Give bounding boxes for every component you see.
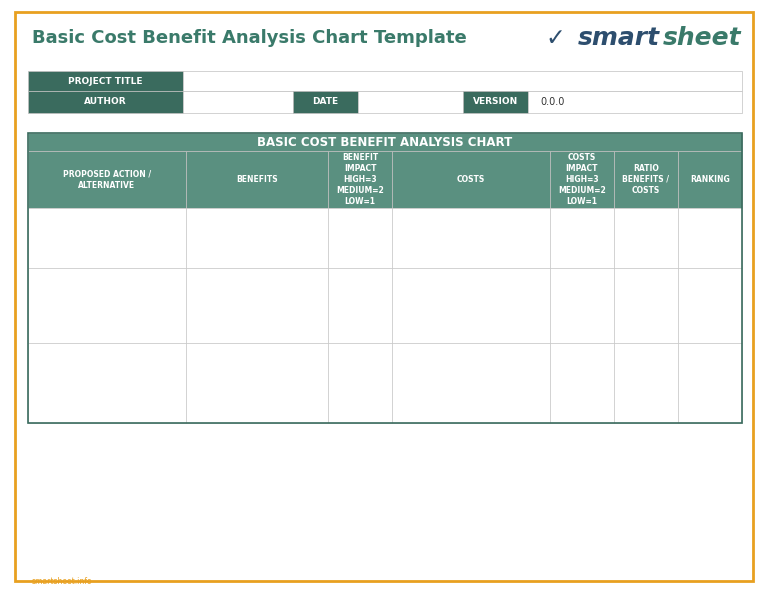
- Bar: [186, 151, 328, 208]
- Text: RANKING: RANKING: [690, 175, 730, 184]
- Bar: [186, 268, 328, 343]
- Text: AUTHOR: AUTHOR: [84, 97, 127, 107]
- Bar: [28, 151, 186, 208]
- Bar: [186, 208, 328, 268]
- Bar: [392, 151, 550, 208]
- Text: sheet: sheet: [663, 26, 742, 50]
- Bar: [463, 91, 528, 113]
- Bar: [614, 268, 678, 343]
- Text: RATIO
BENEFITS /
COSTS: RATIO BENEFITS / COSTS: [622, 164, 670, 195]
- Bar: [183, 91, 293, 113]
- Text: PROJECT TITLE: PROJECT TITLE: [68, 76, 143, 85]
- Text: smart: smart: [578, 26, 660, 50]
- Bar: [28, 343, 186, 423]
- Text: 0.0.0: 0.0.0: [540, 97, 564, 107]
- Bar: [550, 268, 614, 343]
- Bar: [28, 91, 183, 113]
- Text: VERSION: VERSION: [473, 97, 518, 107]
- Text: PROPOSED ACTION /
ALTERNATIVE: PROPOSED ACTION / ALTERNATIVE: [63, 170, 151, 190]
- Bar: [328, 151, 392, 208]
- Bar: [28, 268, 186, 343]
- Text: COSTS: COSTS: [457, 175, 485, 184]
- Bar: [614, 151, 678, 208]
- Bar: [678, 268, 742, 343]
- Bar: [328, 268, 392, 343]
- Bar: [528, 91, 742, 113]
- Text: Basic Cost Benefit Analysis Chart Template: Basic Cost Benefit Analysis Chart Templa…: [32, 29, 467, 47]
- Bar: [392, 343, 550, 423]
- Text: BENEFIT
IMPACT
HIGH=3
MEDIUM=2
LOW=1: BENEFIT IMPACT HIGH=3 MEDIUM=2 LOW=1: [336, 153, 384, 206]
- Bar: [678, 208, 742, 268]
- Text: ✓: ✓: [545, 26, 564, 50]
- Bar: [614, 343, 678, 423]
- Text: BASIC COST BENEFIT ANALYSIS CHART: BASIC COST BENEFIT ANALYSIS CHART: [257, 135, 512, 148]
- Bar: [328, 343, 392, 423]
- Bar: [293, 91, 358, 113]
- Bar: [28, 133, 742, 423]
- Text: DATE: DATE: [313, 97, 339, 107]
- Bar: [183, 71, 742, 91]
- Bar: [678, 151, 742, 208]
- Bar: [550, 208, 614, 268]
- Bar: [678, 343, 742, 423]
- Bar: [28, 133, 742, 151]
- Bar: [550, 151, 614, 208]
- Bar: [550, 343, 614, 423]
- Bar: [392, 208, 550, 268]
- Bar: [358, 91, 463, 113]
- Bar: [186, 343, 328, 423]
- Bar: [392, 268, 550, 343]
- Text: smartsheet.info: smartsheet.info: [32, 576, 93, 585]
- Bar: [328, 208, 392, 268]
- Bar: [28, 208, 186, 268]
- Bar: [614, 208, 678, 268]
- Bar: [28, 71, 183, 91]
- Text: COSTS
IMPACT
HIGH=3
MEDIUM=2
LOW=1: COSTS IMPACT HIGH=3 MEDIUM=2 LOW=1: [558, 153, 606, 206]
- Text: BENEFITS: BENEFITS: [236, 175, 278, 184]
